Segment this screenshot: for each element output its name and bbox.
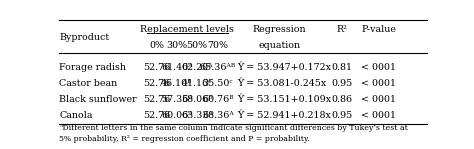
Text: Ŷ = 52.941+0.218x: Ŷ = 52.941+0.218x	[237, 111, 331, 120]
Text: 62.20ᴬ: 62.20ᴬ	[181, 63, 213, 72]
Text: 61.40ᴬ: 61.40ᴬ	[161, 63, 192, 72]
Text: 58.06ᴮ: 58.06ᴮ	[181, 95, 213, 104]
Text: 70%: 70%	[208, 41, 228, 50]
Text: 57.36ᴬ: 57.36ᴬ	[161, 95, 192, 104]
Text: Black sunflower: Black sunflower	[59, 95, 137, 104]
Text: 46.10ᴮ: 46.10ᴮ	[161, 79, 192, 88]
Text: 0.81: 0.81	[332, 63, 353, 72]
Text: 52.76: 52.76	[143, 111, 170, 120]
Text: 60.06ᴬ: 60.06ᴬ	[161, 111, 192, 120]
Text: Castor bean: Castor bean	[59, 79, 118, 88]
Text: R²: R²	[337, 25, 347, 34]
Text: < 0001: < 0001	[361, 111, 396, 120]
Text: Forage radish: Forage radish	[59, 63, 126, 72]
Text: 50%: 50%	[186, 41, 208, 50]
Text: < 0001: < 0001	[361, 63, 396, 72]
Text: 0.95: 0.95	[331, 111, 353, 120]
Text: 0.86: 0.86	[331, 95, 353, 104]
Text: 52.76: 52.76	[143, 79, 170, 88]
Text: Ŷ = 53.081-0.245x: Ŷ = 53.081-0.245x	[237, 79, 327, 88]
Text: Canola: Canola	[59, 111, 93, 120]
Text: Ŷ = 53.151+0.109x: Ŷ = 53.151+0.109x	[237, 95, 331, 104]
Text: Replacement levels: Replacement levels	[140, 25, 234, 34]
Text: 35.50ᶜ: 35.50ᶜ	[202, 79, 233, 88]
Text: 63.33ᴬ: 63.33ᴬ	[181, 111, 213, 120]
Text: 65.36ᴬᴮ: 65.36ᴬᴮ	[200, 63, 236, 72]
Text: 30%: 30%	[166, 41, 187, 50]
Text: 60.76ᴮ: 60.76ᴮ	[202, 95, 234, 104]
Text: < 0001: < 0001	[361, 95, 396, 104]
Text: Regression: Regression	[253, 25, 307, 34]
Text: < 0001: < 0001	[361, 79, 396, 88]
Text: 0.95: 0.95	[331, 79, 353, 88]
Text: 0%: 0%	[149, 41, 164, 50]
Text: ᴬDifferent letters in the same column indicate significant differences by Tukey’: ᴬDifferent letters in the same column in…	[59, 124, 408, 132]
Text: 41.16ᶜ: 41.16ᶜ	[182, 79, 212, 88]
Text: Byproduct: Byproduct	[59, 33, 109, 42]
Text: 68.36ᴬ: 68.36ᴬ	[202, 111, 234, 120]
Text: 52.76: 52.76	[143, 95, 170, 104]
Text: P-value: P-value	[361, 25, 396, 34]
Text: Ŷ = 53.947+0.172x: Ŷ = 53.947+0.172x	[237, 63, 331, 72]
Text: 5% probability, R² = regression coefficient and P = probability.: 5% probability, R² = regression coeffici…	[59, 135, 310, 143]
Text: equation: equation	[259, 41, 301, 50]
Text: 52.76: 52.76	[143, 63, 170, 72]
